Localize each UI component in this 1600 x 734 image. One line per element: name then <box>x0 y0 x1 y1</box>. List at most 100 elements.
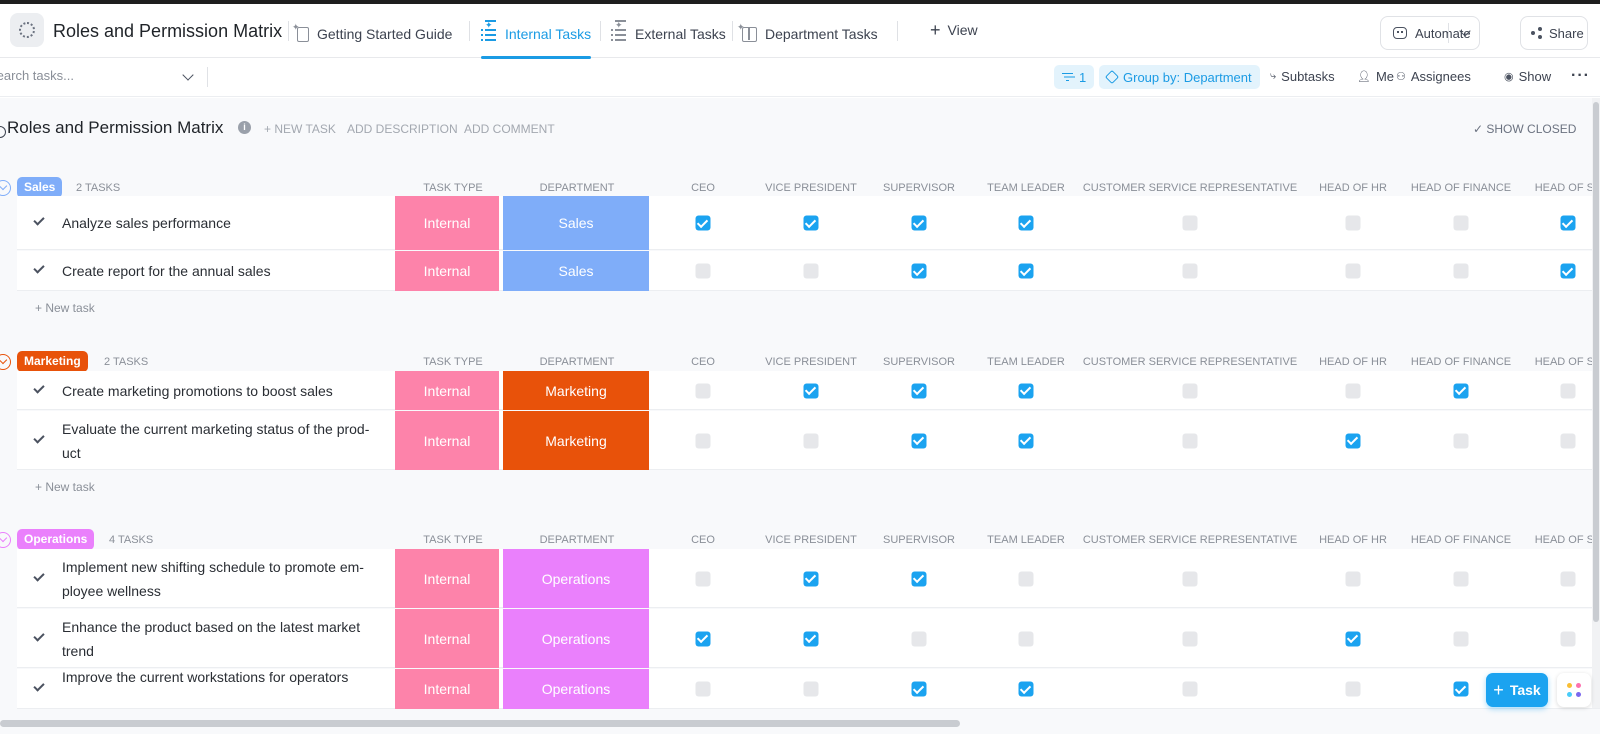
add-view-button[interactable]: + View <box>930 20 978 40</box>
permission-checkbox[interactable] <box>1018 631 1034 646</box>
permission-checkbox[interactable] <box>695 433 711 448</box>
permission-checkbox[interactable] <box>1182 681 1198 697</box>
department-cell[interactable]: Operations <box>503 669 649 709</box>
permission-checkbox[interactable] <box>911 433 927 448</box>
permission-checkbox[interactable] <box>803 263 819 279</box>
permission-checkbox[interactable] <box>803 631 819 646</box>
assignees-button[interactable]: ⚇ Assignees <box>1396 69 1471 84</box>
permission-checkbox[interactable] <box>911 631 927 646</box>
department-cell[interactable]: Operations <box>503 609 649 668</box>
collapse-group-icon[interactable] <box>0 532 11 548</box>
column-header[interactable]: HEAD OF FINANCE <box>1410 356 1512 368</box>
show-closed-button[interactable]: ✓ SHOW CLOSED <box>1473 122 1577 136</box>
permission-checkbox[interactable] <box>911 571 927 586</box>
column-header[interactable]: VICE PRESIDENT <box>765 534 857 546</box>
add-comment-action[interactable]: ADD COMMENT <box>464 122 555 136</box>
permission-checkbox[interactable] <box>695 631 711 646</box>
permission-checkbox[interactable] <box>803 571 819 586</box>
table-row[interactable]: Implement new shifting schedule to promo… <box>17 549 1600 608</box>
task-name[interactable]: Implement new shifting schedule to promo… <box>62 558 364 599</box>
task-status-check-icon[interactable] <box>33 431 45 444</box>
task-status-check-icon[interactable] <box>33 381 45 394</box>
permission-checkbox[interactable] <box>1182 571 1198 586</box>
permission-checkbox[interactable] <box>1453 215 1469 231</box>
tab-internal-tasks[interactable]: ✦ Internal Tasks <box>481 10 592 59</box>
vertical-scrollbar[interactable] <box>1592 98 1600 708</box>
column-header[interactable]: HEAD OF FINANCE <box>1410 182 1512 194</box>
column-header[interactable]: HEAD OF FINANCE <box>1410 534 1512 546</box>
column-header[interactable]: HEAD OF HR <box>1319 534 1387 546</box>
permission-checkbox[interactable] <box>1182 631 1198 646</box>
task-name[interactable]: Create report for the annual sales <box>62 263 271 279</box>
department-cell[interactable]: Marketing <box>503 371 649 410</box>
permission-checkbox[interactable] <box>1345 571 1361 586</box>
group-pill[interactable]: Operations <box>17 529 95 550</box>
permission-checkbox[interactable] <box>1453 631 1469 646</box>
permission-checkbox[interactable] <box>1453 681 1469 697</box>
info-icon[interactable]: i <box>238 121 251 134</box>
column-header[interactable]: TEAM LEADER <box>987 356 1065 368</box>
permission-checkbox[interactable] <box>1345 681 1361 697</box>
column-header[interactable]: HEAD OF HR <box>1319 182 1387 194</box>
task-status-check-icon[interactable] <box>33 214 45 226</box>
table-row[interactable]: Create report for the annual sales Intern… <box>17 251 1600 291</box>
permission-checkbox[interactable] <box>1182 433 1198 448</box>
tab-department-tasks[interactable]: ✦ Department Tasks <box>737 10 878 58</box>
permission-checkbox[interactable] <box>1453 433 1469 448</box>
permission-checkbox[interactable] <box>1453 571 1469 586</box>
column-header[interactable]: HEAD OF HR <box>1319 356 1387 368</box>
permission-checkbox[interactable] <box>1560 631 1576 646</box>
new-task-link[interactable]: + New task <box>35 301 95 315</box>
more-options-icon[interactable]: ··· <box>1571 67 1590 84</box>
permission-checkbox[interactable] <box>695 681 711 697</box>
column-header[interactable]: CUSTOMER SERVICE REPRESENTATIVE <box>1082 534 1298 546</box>
department-cell[interactable]: Operations <box>503 549 649 608</box>
column-header[interactable]: VICE PRESIDENT <box>765 182 857 194</box>
column-header[interactable]: CUSTOMER SERVICE REPRESENTATIVE <box>1082 356 1298 368</box>
permission-checkbox[interactable] <box>1345 263 1361 279</box>
department-cell[interactable]: Sales <box>503 196 649 250</box>
permission-checkbox[interactable] <box>1560 383 1576 398</box>
permission-checkbox[interactable] <box>911 383 927 398</box>
group-pill[interactable]: Sales <box>17 177 63 198</box>
task-name[interactable]: Improve the current workstations for ope… <box>62 669 349 685</box>
permission-checkbox[interactable] <box>1182 215 1198 231</box>
tab-getting-started-guide[interactable]: ✦ Getting Started Guide <box>292 10 452 58</box>
task-name[interactable]: Evaluate the current marketing status of… <box>62 420 370 461</box>
task-status-check-icon[interactable] <box>33 629 45 642</box>
column-header[interactable]: CEO <box>691 356 715 368</box>
permission-checkbox[interactable] <box>695 383 711 398</box>
task-type-cell[interactable]: Internal <box>395 196 499 250</box>
permission-checkbox[interactable] <box>1018 681 1034 697</box>
column-header[interactable]: TASK TYPE <box>423 356 483 368</box>
subtasks-button[interactable]: ⤷ Subtasks <box>1270 69 1335 84</box>
permission-checkbox[interactable] <box>911 215 927 231</box>
column-header[interactable]: DEPARTMENT <box>539 534 615 546</box>
collapse-group-icon[interactable] <box>0 180 11 196</box>
add-task-button[interactable]: + Task <box>1486 673 1548 707</box>
permission-checkbox[interactable] <box>1453 263 1469 279</box>
filter-chip[interactable]: 1 <box>1054 65 1095 89</box>
horizontal-scrollbar[interactable] <box>0 720 960 727</box>
permission-checkbox[interactable] <box>695 215 711 231</box>
task-type-cell[interactable]: Internal <box>395 609 499 668</box>
permission-checkbox[interactable] <box>1018 383 1034 398</box>
permission-checkbox[interactable] <box>1018 263 1034 279</box>
chevron-down-icon[interactable] <box>182 69 194 81</box>
permission-checkbox[interactable] <box>1182 263 1198 279</box>
task-type-cell[interactable]: Internal <box>395 549 499 608</box>
me-filter-button[interactable]: 👤︎ Me <box>1357 69 1395 84</box>
permission-checkbox[interactable] <box>911 681 927 697</box>
add-description-action[interactable]: ADD DESCRIPTION <box>347 122 458 136</box>
column-header[interactable]: DEPARTMENT <box>539 356 615 368</box>
task-type-cell[interactable]: Internal <box>395 411 499 470</box>
department-cell[interactable]: Sales <box>503 251 649 291</box>
permission-checkbox[interactable] <box>803 681 819 697</box>
column-header[interactable]: SUPERVISOR <box>883 534 955 546</box>
task-status-check-icon[interactable] <box>33 262 45 274</box>
permission-checkbox[interactable] <box>1018 215 1034 231</box>
permission-checkbox[interactable] <box>1018 571 1034 586</box>
column-header[interactable]: TEAM LEADER <box>987 534 1065 546</box>
task-type-cell[interactable]: Internal <box>395 371 499 410</box>
task-type-cell[interactable]: Internal <box>395 669 499 709</box>
